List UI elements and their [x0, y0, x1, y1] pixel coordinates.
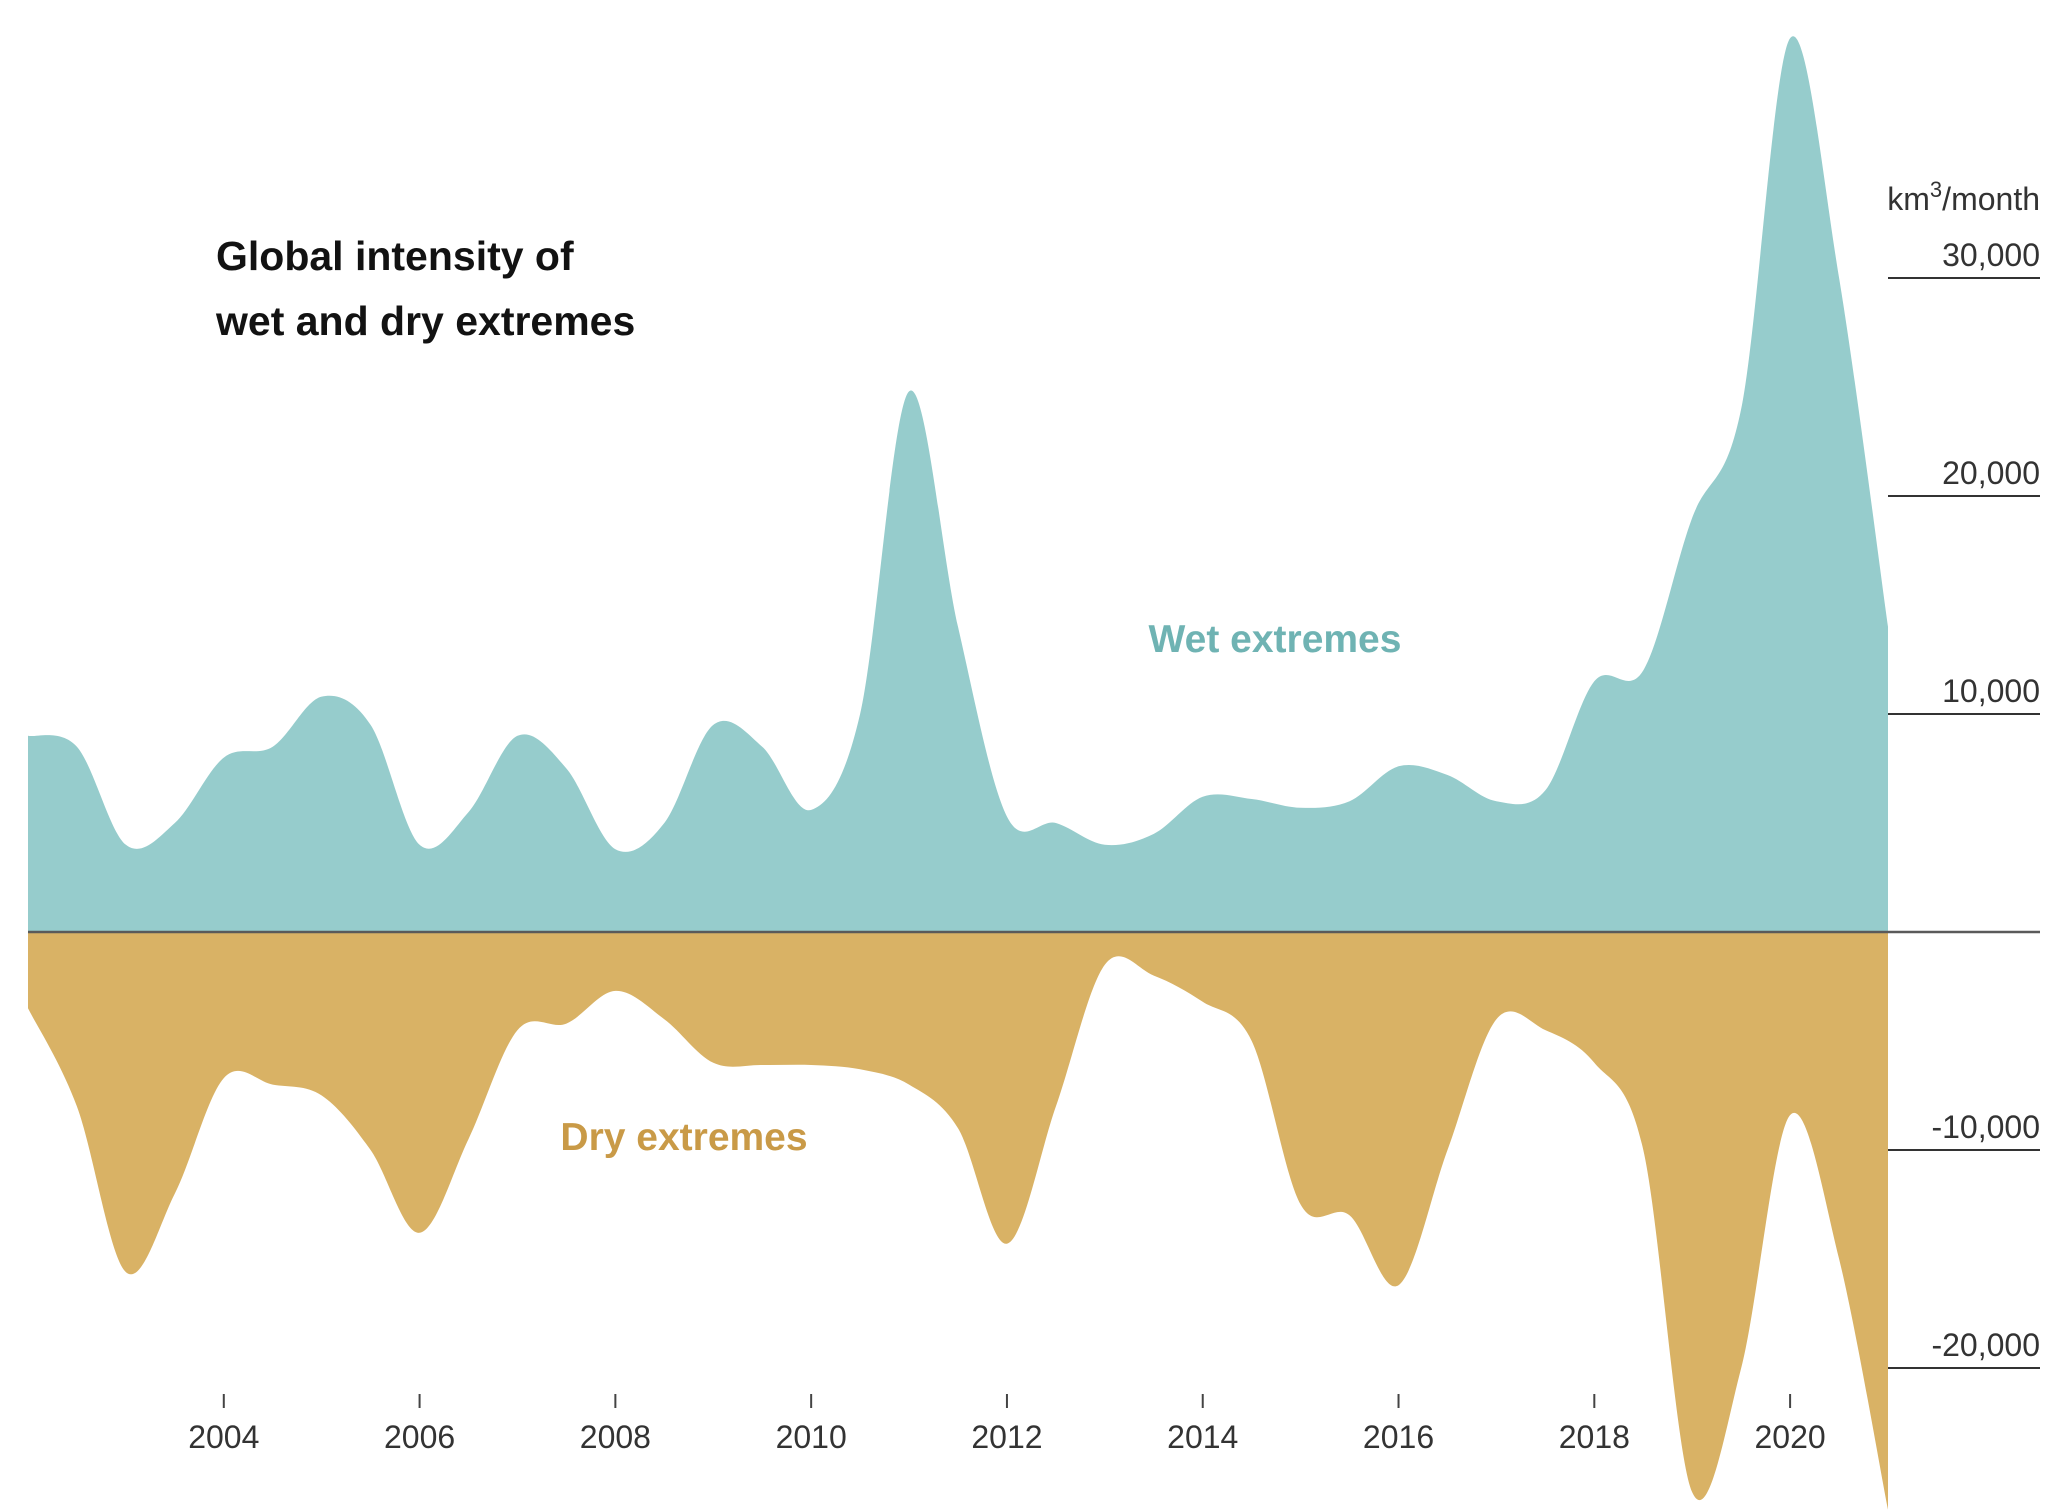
area-dry-extremes — [28, 932, 1888, 1510]
unit-label-base: km — [1887, 181, 1930, 217]
unit-label-rest: /month — [1942, 181, 2040, 217]
unit-label: km3/month — [1887, 177, 2040, 217]
unit-label-superscript: 3 — [1930, 177, 1942, 202]
x-tick-label: 2010 — [776, 1419, 847, 1455]
x-tick-label: 2016 — [1363, 1419, 1434, 1455]
chart-title-line-2: wet and dry extremes — [215, 298, 635, 344]
x-tick-label: 2018 — [1559, 1419, 1630, 1455]
y-tick-label: 30,000 — [1942, 237, 2040, 273]
x-tick-label: 2004 — [188, 1419, 259, 1455]
area-wet-extremes — [28, 36, 1888, 933]
chart-title: Global intensity of wet and dry extremes — [215, 233, 635, 344]
series-label-dry-extremes: Dry extremes — [560, 1116, 807, 1159]
x-tick-label: 2008 — [580, 1419, 651, 1455]
x-tick-label: 2020 — [1755, 1419, 1826, 1455]
y-tick-label: -20,000 — [1931, 1327, 2040, 1363]
x-tick-label: 2006 — [384, 1419, 455, 1455]
x-axis: 2004 2006 2008 2010 2012 2014 2016 2018 2020 — [188, 1394, 1826, 1455]
x-tick-label: 2014 — [1167, 1419, 1238, 1455]
series-label-wet-extremes: Wet extremes — [1149, 618, 1402, 661]
x-tick-label: 2012 — [971, 1419, 1042, 1455]
y-axis: 30,000 20,000 10,000 -10,000 -20,000 — [1888, 237, 2040, 1369]
chart-areas — [28, 36, 1888, 1510]
y-tick-label: 20,000 — [1942, 455, 2040, 491]
y-tick-label: -10,000 — [1931, 1109, 2040, 1145]
y-tick-label: 10,000 — [1942, 673, 2040, 709]
chart-title-line-1: Global intensity of — [216, 233, 574, 279]
